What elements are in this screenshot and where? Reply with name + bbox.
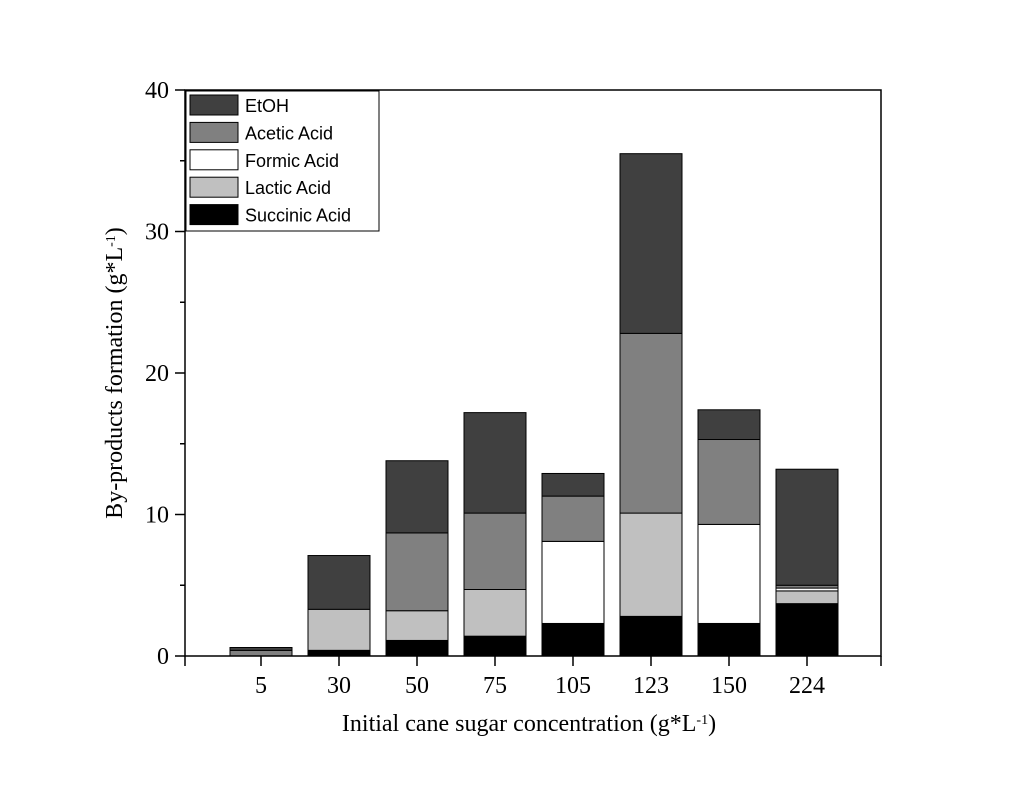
x-axis-title: Initial cane sugar concentration (g*L-1) <box>342 711 716 737</box>
bar-segment-224-lactic-acid <box>775 590 839 605</box>
legend-swatch-succinic-acid <box>189 204 239 226</box>
y-tick-label: 30 <box>145 220 169 246</box>
bar-segment-50-lactic-acid <box>385 610 449 641</box>
bar-segment-50-acetic-acid <box>385 532 449 612</box>
bar-segment-150-etoh <box>697 409 761 441</box>
x-axis-title-main: Initial cane sugar concentration (g*L <box>342 711 697 737</box>
x-tick-label: 105 <box>555 673 591 699</box>
bar-segment-5-etoh <box>229 647 293 651</box>
bar-segment-105-acetic-acid <box>541 495 605 542</box>
y-tick-label: 0 <box>157 644 169 670</box>
bar-segment-123-succinic-acid <box>619 615 683 657</box>
legend-label-formic-acid: Formic Acid <box>245 151 339 171</box>
bar-segment-75-etoh <box>463 412 527 514</box>
bar-segment-224-succinic-acid <box>775 603 839 657</box>
bar-segment-50-etoh <box>385 460 449 534</box>
bar-segment-75-succinic-acid <box>463 635 527 657</box>
bar-segment-224-etoh <box>775 468 839 586</box>
x-tick-label: 150 <box>711 673 747 699</box>
legend-swatch-formic-acid <box>189 149 239 171</box>
bar-segment-123-acetic-acid <box>619 332 683 514</box>
y-axis-title-sup: -1 <box>104 235 119 247</box>
x-tick-label: 30 <box>327 673 351 699</box>
x-tick-label: 123 <box>633 673 669 699</box>
x-axis: 5 30 50 75 105 123 150 224 <box>184 656 882 699</box>
bar-segment-30-lactic-acid <box>307 608 371 651</box>
bar-segment-50-succinic-acid <box>385 639 449 657</box>
bar-segment-105-etoh <box>541 472 605 497</box>
x-tick-label: 5 <box>255 673 267 699</box>
bar-segment-150-formic-acid <box>697 523 761 624</box>
legend-label-etoh: EtOH <box>245 96 289 116</box>
y-axis: 0 10 20 30 40 <box>145 78 185 670</box>
legend-label-acetic-acid: Acetic Acid <box>245 123 333 143</box>
bar-segment-105-formic-acid <box>541 540 605 624</box>
x-axis-title-sup: -1 <box>696 713 708 728</box>
legend-swatch-lactic-acid <box>189 176 239 198</box>
legend-swatch-acetic-acid <box>189 121 239 143</box>
x-tick-label: 75 <box>483 673 507 699</box>
legend-label-succinic-acid: Succinic Acid <box>245 206 351 226</box>
x-tick-label: 50 <box>405 673 429 699</box>
legend: EtOH Acetic Acid Formic Acid Lactic Acid Suc… <box>185 90 380 232</box>
bars-layer <box>229 153 839 657</box>
bar-segment-75-acetic-acid <box>463 512 527 590</box>
x-tick-label: 224 <box>789 673 825 699</box>
bar-segment-5-acetic-acid <box>229 649 293 657</box>
bar-segment-30-succinic-acid <box>307 649 371 657</box>
y-tick-label: 20 <box>145 361 169 387</box>
bar-segment-105-succinic-acid <box>541 622 605 657</box>
y-axis-title-close: ) <box>102 227 128 235</box>
y-axis-title-main: By-products formation (g*L <box>102 247 128 519</box>
bar-segment-150-acetic-acid <box>697 439 761 525</box>
bar-segment-123-etoh <box>619 153 683 334</box>
bar-segment-150-succinic-acid <box>697 622 761 657</box>
legend-label-lactic-acid: Lactic Acid <box>245 178 331 198</box>
bar-segment-75-lactic-acid <box>463 588 527 637</box>
x-axis-title-close: ) <box>708 711 716 737</box>
y-tick-label: 10 <box>145 503 169 529</box>
legend-swatch-etoh <box>189 94 239 116</box>
y-axis-title: By-products formation (g*L-1) <box>102 227 128 519</box>
bar-segment-123-lactic-acid <box>619 512 683 617</box>
y-tick-label: 40 <box>145 78 169 104</box>
bar-segment-30-etoh <box>307 555 371 610</box>
